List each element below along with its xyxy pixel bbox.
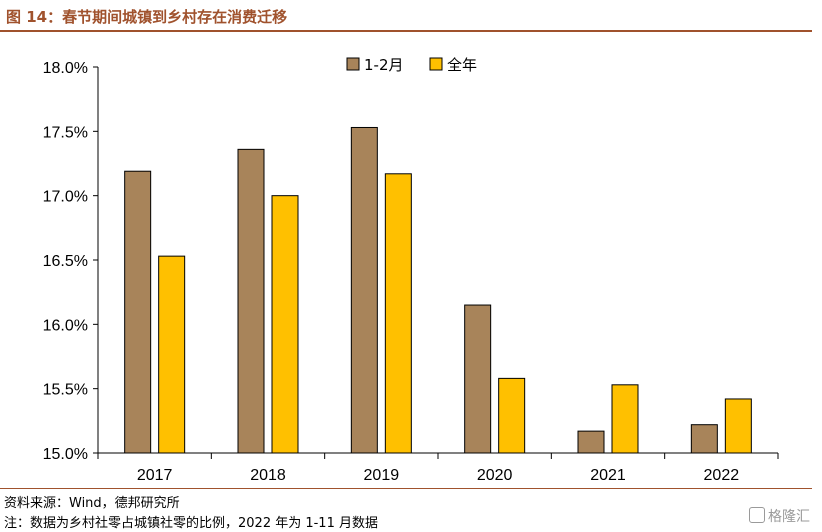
- source-note: 资料来源：Wind，德邦研究所: [4, 496, 180, 511]
- y-tick-label: 16.0%: [43, 317, 88, 334]
- chart-axes: 15.0% 15.5% 16.0% 16.5% 17.0% 17.5% 18.0% 2017 2…: [43, 60, 779, 484]
- x-tick-label: 2019: [364, 467, 400, 484]
- bar-jan-feb: [690, 424, 718, 454]
- figure-title: 图 14：春节期间城镇到乡村存在消费迁移: [6, 8, 288, 26]
- chart-legend: 1-2月 全年: [346, 56, 477, 74]
- y-tick-label: 18.0%: [43, 60, 88, 77]
- bar-jan-feb: [464, 304, 492, 454]
- bar-full-year: [498, 377, 526, 454]
- x-tick-label: 2021: [590, 467, 626, 484]
- chart-bars: [124, 126, 752, 454]
- y-tick-label: 15.5%: [43, 382, 88, 399]
- x-tick-label: 2022: [704, 467, 740, 484]
- x-tick-label: 2020: [477, 467, 513, 484]
- bar-full-year: [611, 384, 639, 454]
- legend-swatch: [429, 57, 443, 71]
- bar-jan-feb: [577, 430, 605, 454]
- bar-full-year: [384, 173, 412, 454]
- remark-note: 注：数据为乡村社零占城镇社零的比例，2022 年为 1-11 月数据: [4, 516, 378, 531]
- watermark: 格隆汇: [749, 506, 810, 526]
- x-tick-label: 2017: [137, 467, 173, 484]
- watermark-logo-icon: [749, 507, 765, 523]
- bar-full-year: [724, 398, 752, 454]
- legend-label: 全年: [447, 56, 477, 74]
- legend-swatch: [346, 57, 360, 71]
- bar-full-year: [271, 195, 299, 454]
- bar-jan-feb: [237, 148, 265, 454]
- y-tick-label: 16.5%: [43, 253, 88, 270]
- footer-divider: [0, 488, 812, 489]
- bar-full-year: [158, 255, 186, 454]
- bar-jan-feb: [350, 126, 378, 454]
- y-tick-label: 15.0%: [43, 446, 88, 463]
- bar-jan-feb: [124, 170, 152, 454]
- title-divider: [0, 30, 812, 32]
- y-tick-label: 17.0%: [43, 189, 88, 206]
- bar-chart: 15.0% 15.5% 16.0% 16.5% 17.0% 17.5% 18.0% 2017 2…: [43, 56, 779, 484]
- watermark-text: 格隆汇: [768, 509, 810, 525]
- y-tick-label: 17.5%: [43, 124, 88, 141]
- x-tick-label: 2018: [250, 467, 286, 484]
- legend-label: 1-2月: [364, 56, 404, 74]
